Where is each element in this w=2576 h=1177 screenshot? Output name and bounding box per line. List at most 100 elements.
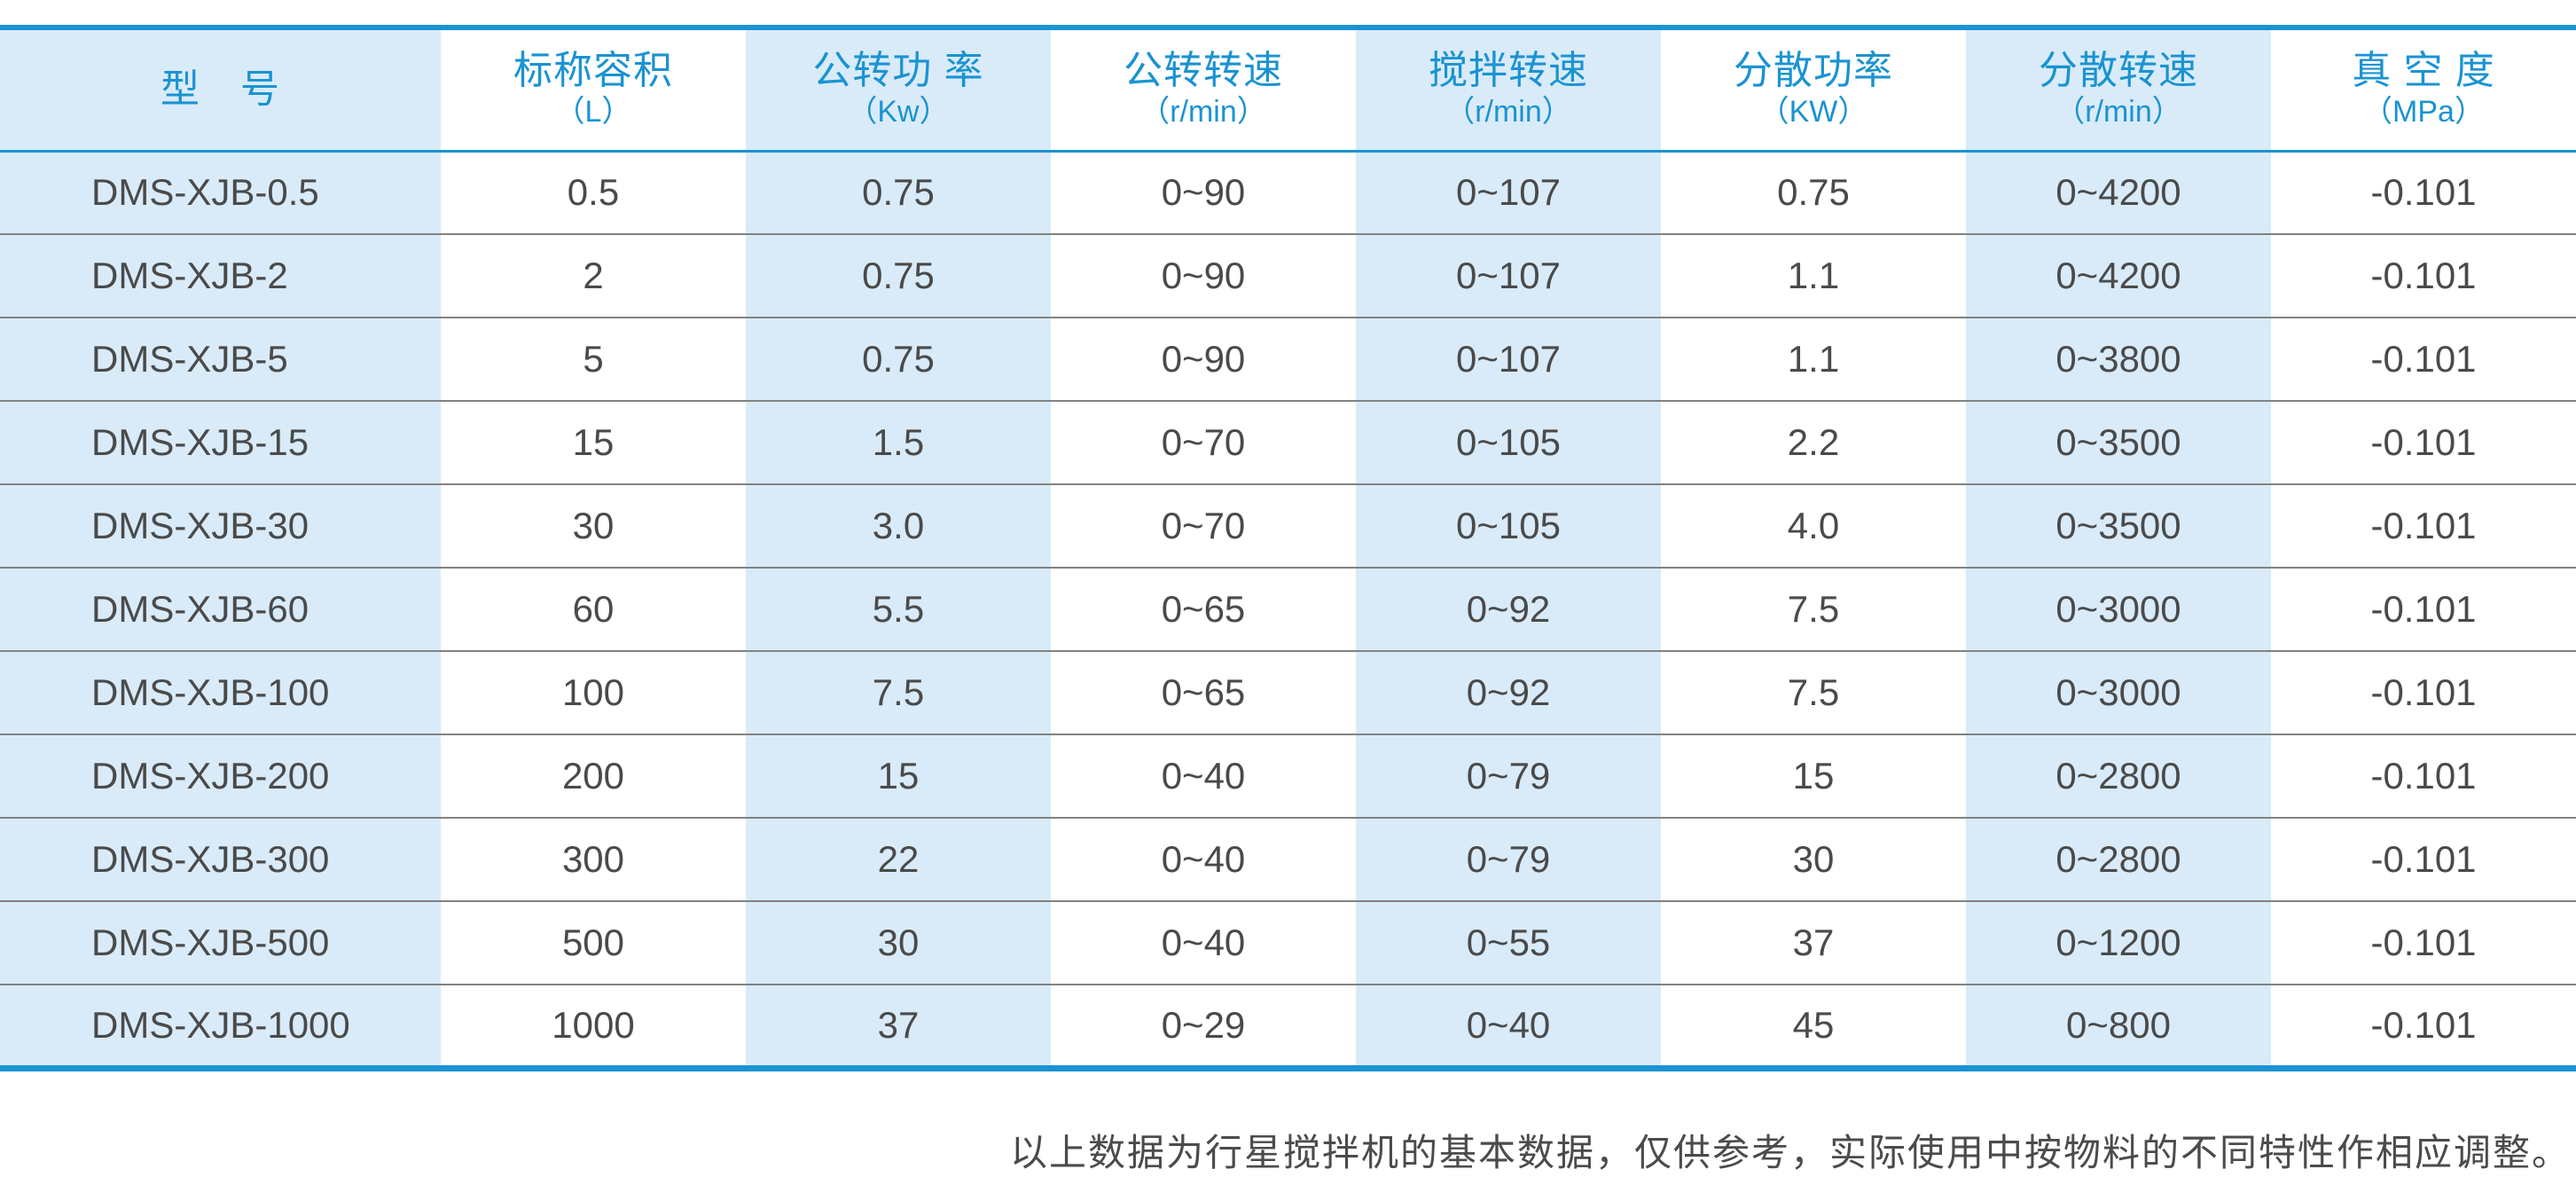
cell-revolution-power: 0.75	[746, 233, 1051, 318]
cell-vacuum-degree: -0.101	[2271, 400, 2576, 484]
cell-revolution-speed: 0~40	[1051, 734, 1356, 818]
cell-model: DMS-XJB-200	[0, 734, 441, 818]
cell-revolution-power: 1.5	[746, 400, 1051, 484]
cell-model: DMS-XJB-5	[0, 317, 441, 401]
cell-vacuum-degree: -0.101	[2271, 734, 2576, 818]
cell-nominal-volume: 0.5	[441, 151, 746, 234]
cell-stirring-speed: 0~40	[1356, 984, 1661, 1068]
cell-dispersion-power: 2.2	[1661, 400, 1966, 484]
cell-dispersion-speed: 0~4200	[1966, 233, 2271, 318]
cell-dispersion-speed: 0~3500	[1966, 400, 2271, 484]
cell-dispersion-power: 30	[1661, 817, 1966, 901]
cell-model: DMS-XJB-2	[0, 233, 441, 318]
cell-stirring-speed: 0~107	[1356, 233, 1661, 318]
table-row: DMS-XJB-300 300 22 0~40 0~79 30 0~2800 -0.101	[0, 817, 2576, 901]
cell-stirring-speed: 0~79	[1356, 817, 1661, 901]
column-header-revolution-power: 公转功 率（Kw）	[746, 27, 1051, 153]
cell-dispersion-speed: 0~3000	[1966, 650, 2271, 734]
cell-revolution-speed: 0~29	[1051, 984, 1356, 1068]
cell-revolution-speed: 0~65	[1051, 650, 1356, 734]
cell-dispersion-speed: 0~2800	[1966, 817, 2271, 901]
planetary-mixer-spec-sheet: 型 号标称容积 （L） 公转功 率（Kw） 公转转速 （r/min） 搅拌转速 （r/min…	[0, 25, 2576, 1177]
cell-model: DMS-XJB-30	[0, 483, 441, 568]
cell-model: DMS-XJB-0.5	[0, 151, 441, 234]
cell-dispersion-power: 0.75	[1661, 151, 1966, 234]
cell-revolution-power: 0.75	[746, 317, 1051, 401]
cell-revolution-speed: 0~90	[1051, 151, 1356, 234]
cell-revolution-power: 15	[746, 734, 1051, 818]
table-row: DMS-XJB-5 5 0.75 0~90 0~107 1.1 0~3800 -0.101	[0, 317, 2576, 401]
column-header-revolution-speed: 公转转速 （r/min）	[1051, 27, 1356, 153]
cell-vacuum-degree: -0.101	[2271, 900, 2576, 985]
cell-dispersion-power: 7.5	[1661, 567, 1966, 651]
cell-stirring-speed: 0~105	[1356, 400, 1661, 484]
cell-dispersion-power: 1.1	[1661, 317, 1966, 401]
table-row: DMS-XJB-30 30 3.0 0~70 0~105 4.0 0~3500 -0.101	[0, 483, 2576, 568]
table-row: DMS-XJB-500 500 30 0~40 0~55 37 0~1200 -0.101	[0, 900, 2576, 985]
cell-stirring-speed: 0~79	[1356, 734, 1661, 818]
cell-revolution-power: 3.0	[746, 483, 1051, 568]
header-unit: （r/min）	[2055, 95, 2182, 129]
cell-dispersion-speed: 0~2800	[1966, 734, 2271, 818]
cell-dispersion-power: 4.0	[1661, 483, 1966, 568]
cell-nominal-volume: 300	[441, 817, 746, 901]
cell-model: DMS-XJB-500	[0, 900, 441, 985]
planetary-mixer-spec-table: 型 号标称容积 （L） 公转功 率（Kw） 公转转速 （r/min） 搅拌转速 （r/min…	[0, 25, 2576, 1071]
column-header-nominal-volume: 标称容积 （L）	[441, 27, 746, 153]
header-label: 型 号	[161, 67, 280, 111]
cell-vacuum-degree: -0.101	[2271, 233, 2576, 318]
cell-model: DMS-XJB-60	[0, 567, 441, 651]
column-header-dispersion-power: 分散功率 （KW）	[1661, 27, 1966, 153]
footnote: 以上数据为行星搅拌机的基本数据，仅供参考，实际使用中按物料的不同特性作相应调整。	[1009, 1134, 2571, 1174]
cell-revolution-power: 5.5	[746, 567, 1051, 651]
header-unit: （MPa）	[2362, 95, 2485, 129]
cell-vacuum-degree: -0.101	[2271, 317, 2576, 401]
cell-dispersion-power: 37	[1661, 900, 1966, 985]
header-label: 标称容积	[513, 48, 673, 92]
header-unit: （KW）	[1758, 95, 1868, 129]
cell-model: DMS-XJB-15	[0, 400, 441, 484]
table-row: DMS-XJB-1000 1000 37 0~29 0~40 45 0~800 -0.101	[0, 984, 2576, 1068]
cell-nominal-volume: 200	[441, 734, 746, 818]
header-label: 公转转速	[1124, 48, 1283, 92]
cell-nominal-volume: 15	[441, 400, 746, 484]
cell-nominal-volume: 1000	[441, 984, 746, 1068]
cell-stirring-speed: 0~55	[1356, 900, 1661, 985]
header-label: 分散功率	[1734, 48, 1893, 92]
cell-nominal-volume: 500	[441, 900, 746, 985]
header-label: 公转功 率	[812, 48, 984, 92]
cell-vacuum-degree: -0.101	[2271, 984, 2576, 1068]
cell-dispersion-speed: 0~800	[1966, 984, 2271, 1068]
cell-vacuum-degree: -0.101	[2271, 151, 2576, 234]
cell-model: DMS-XJB-300	[0, 817, 441, 901]
cell-revolution-speed: 0~40	[1051, 817, 1356, 901]
column-header-dispersion-speed: 分散转速 （r/min）	[1966, 27, 2271, 153]
cell-revolution-speed: 0~70	[1051, 400, 1356, 484]
cell-revolution-power: 30	[746, 900, 1051, 985]
header-row: 型 号标称容积 （L） 公转功 率（Kw） 公转转速 （r/min） 搅拌转速 （r/min…	[0, 27, 2576, 153]
cell-nominal-volume: 100	[441, 650, 746, 734]
table-row: DMS-XJB-200 200 15 0~40 0~79 15 0~2800 -0.101	[0, 734, 2576, 818]
cell-revolution-power: 0.75	[746, 151, 1051, 234]
cell-vacuum-degree: -0.101	[2271, 650, 2576, 734]
header-label: 真 空 度	[2352, 48, 2495, 92]
cell-revolution-power: 7.5	[746, 650, 1051, 734]
table-row: DMS-XJB-2 2 0.75 0~90 0~107 1.1 0~4200 -0.101	[0, 233, 2576, 318]
header-unit: （r/min）	[1445, 95, 1572, 129]
cell-stirring-speed: 0~107	[1356, 317, 1661, 401]
cell-revolution-speed: 0~90	[1051, 233, 1356, 318]
cell-stirring-speed: 0~105	[1356, 483, 1661, 568]
cell-dispersion-speed: 0~3500	[1966, 483, 2271, 568]
table-row: DMS-XJB-60 60 5.5 0~65 0~92 7.5 0~3000 -0.101	[0, 567, 2576, 651]
cell-stirring-speed: 0~92	[1356, 567, 1661, 651]
cell-dispersion-speed: 0~3000	[1966, 567, 2271, 651]
cell-revolution-power: 22	[746, 817, 1051, 901]
cell-vacuum-degree: -0.101	[2271, 567, 2576, 651]
cell-dispersion-speed: 0~1200	[1966, 900, 2271, 985]
table-row: DMS-XJB-15 15 1.5 0~70 0~105 2.2 0~3500 -0.101	[0, 400, 2576, 484]
cell-dispersion-speed: 0~3800	[1966, 317, 2271, 401]
column-header-stirring-speed: 搅拌转速 （r/min）	[1356, 27, 1661, 153]
cell-stirring-speed: 0~107	[1356, 151, 1661, 234]
cell-nominal-volume: 30	[441, 483, 746, 568]
header-unit: （Kw）	[847, 95, 950, 129]
